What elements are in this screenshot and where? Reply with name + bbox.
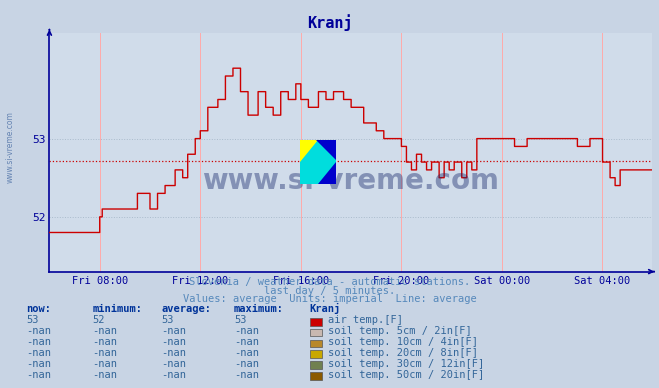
Text: -nan: -nan [26,359,51,369]
Polygon shape [300,140,318,162]
Text: minimum:: minimum: [92,304,142,314]
Text: -nan: -nan [26,326,51,336]
Text: air temp.[F]: air temp.[F] [328,315,403,325]
Text: -nan: -nan [161,369,186,379]
Text: -nan: -nan [161,326,186,336]
Text: -nan: -nan [26,369,51,379]
Text: -nan: -nan [92,337,117,347]
Text: -nan: -nan [234,369,259,379]
Text: -nan: -nan [26,348,51,358]
Text: last day / 5 minutes.: last day / 5 minutes. [264,286,395,296]
Text: -nan: -nan [234,348,259,358]
Text: -nan: -nan [234,359,259,369]
Text: 52: 52 [92,315,105,325]
Text: soil temp. 30cm / 12in[F]: soil temp. 30cm / 12in[F] [328,359,484,369]
Text: -nan: -nan [92,348,117,358]
Text: soil temp. 10cm / 4in[F]: soil temp. 10cm / 4in[F] [328,337,478,347]
Text: -nan: -nan [161,337,186,347]
Text: -nan: -nan [161,359,186,369]
Text: soil temp. 20cm / 8in[F]: soil temp. 20cm / 8in[F] [328,348,478,358]
Text: 53: 53 [26,315,39,325]
Text: now:: now: [26,304,51,314]
Text: maximum:: maximum: [234,304,284,314]
Text: -nan: -nan [161,348,186,358]
Polygon shape [318,162,336,184]
Text: Values: average  Units: imperial  Line: average: Values: average Units: imperial Line: av… [183,294,476,305]
Text: 53: 53 [161,315,174,325]
Text: www.si-vreme.com: www.si-vreme.com [5,111,14,184]
Text: -nan: -nan [92,326,117,336]
Text: soil temp. 5cm / 2in[F]: soil temp. 5cm / 2in[F] [328,326,471,336]
Text: -nan: -nan [234,326,259,336]
Text: -nan: -nan [92,369,117,379]
Polygon shape [316,140,336,160]
Text: soil temp. 50cm / 20in[F]: soil temp. 50cm / 20in[F] [328,369,484,379]
Text: 53: 53 [234,315,246,325]
Polygon shape [300,140,336,184]
Text: Kranj: Kranj [306,14,353,31]
Text: Kranj: Kranj [310,303,341,314]
Text: www.si-vreme.com: www.si-vreme.com [202,167,500,195]
Text: -nan: -nan [234,337,259,347]
Text: average:: average: [161,304,212,314]
Text: -nan: -nan [92,359,117,369]
Text: Slovenia / weather data - automatic stations.: Slovenia / weather data - automatic stat… [189,277,470,288]
Text: -nan: -nan [26,337,51,347]
